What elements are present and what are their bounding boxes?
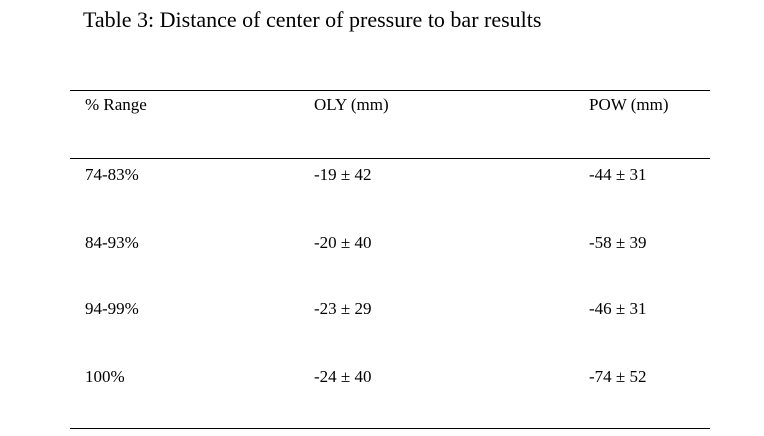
table-bottom-rule bbox=[70, 428, 710, 429]
row-oly: -19 ± 42 bbox=[314, 165, 372, 184]
row-pow: -44 ± 31 bbox=[589, 165, 647, 184]
row-range: 84-93% bbox=[85, 233, 139, 252]
row-oly: -23 ± 29 bbox=[314, 299, 372, 318]
row-pow: -74 ± 52 bbox=[589, 367, 647, 386]
row-pow: -58 ± 39 bbox=[589, 233, 647, 252]
header-range: % Range bbox=[85, 95, 147, 114]
table-caption: Table 3: Distance of center of pressure … bbox=[83, 7, 542, 32]
row-range: 94-99% bbox=[85, 299, 139, 318]
row-oly: -24 ± 40 bbox=[314, 367, 372, 386]
row-range: 100% bbox=[85, 367, 125, 386]
table-header-rule bbox=[70, 158, 710, 159]
header-oly: OLY (mm) bbox=[314, 95, 389, 114]
row-oly: -20 ± 40 bbox=[314, 233, 372, 252]
row-pow: -46 ± 31 bbox=[589, 299, 647, 318]
header-pow: POW (mm) bbox=[589, 95, 669, 114]
table-top-rule bbox=[70, 90, 710, 91]
row-range: 74-83% bbox=[85, 165, 139, 184]
